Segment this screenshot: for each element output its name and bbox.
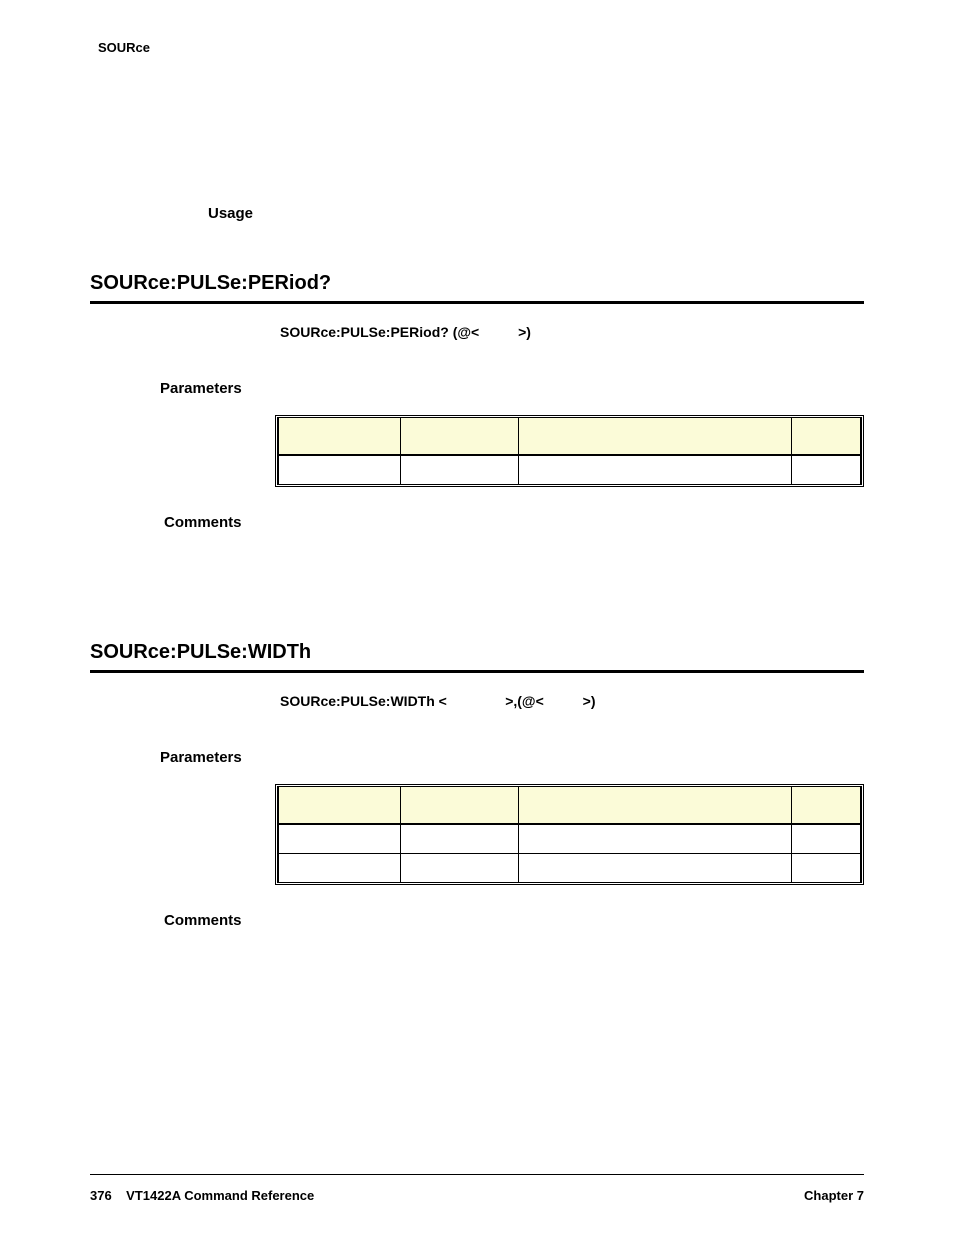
footer-left: 376 VT1422A Command Reference [90,1188,314,1203]
table-header-cell [519,418,792,455]
parameters-heading: Parameters [160,380,864,397]
table-cell [401,854,519,883]
table-cell [519,824,792,854]
section-source-pulse-period: SOURce:PULSe:PERiod? SOURce:PULSe:PERiod… [90,272,864,531]
table-cell [401,455,519,484]
comments-heading: Comments [164,514,864,531]
table-cell [279,455,401,484]
table-header-cell [401,418,519,455]
page-container: SOURce Usage SOURce:PULSe:PERiod? SOURce… [0,0,954,1235]
section-rule [90,670,864,673]
page-number: 376 [90,1188,112,1203]
table-header-row [279,418,861,455]
table-row [279,854,861,883]
table-cell [791,854,860,883]
parameters-heading: Parameters [160,749,864,766]
table-header-cell [791,787,860,824]
usage-heading: Usage [208,205,864,222]
table-row [279,824,861,854]
running-header: SOURce [98,40,864,55]
table-cell [279,824,401,854]
table-header-row [279,787,861,824]
table-header-cell [279,418,401,455]
syntax-line: SOURce:PULSe:PERiod? (@< >) [280,324,864,340]
syntax-line: SOURce:PULSe:WIDTh < >,(@< >) [280,693,864,709]
chapter-label: Chapter 7 [804,1188,864,1203]
section-title: SOURce:PULSe:WIDTh [90,641,864,664]
table-cell [519,854,792,883]
table-cell [519,455,792,484]
parameters-table [275,415,864,487]
page-footer: 376 VT1422A Command Reference Chapter 7 [90,1188,864,1203]
table-cell [279,854,401,883]
table-row [279,455,861,484]
doc-title: VT1422A Command Reference [126,1188,314,1203]
table-header-cell [791,418,860,455]
table-header-cell [401,787,519,824]
table-cell [401,824,519,854]
parameters-table [275,784,864,885]
section-rule [90,301,864,304]
table-cell [791,455,860,484]
table-cell [791,824,860,854]
section-title: SOURce:PULSe:PERiod? [90,272,864,295]
comments-heading: Comments [164,912,864,929]
footer-rule [90,1174,864,1175]
section-source-pulse-width: SOURce:PULSe:WIDTh SOURce:PULSe:WIDTh < … [90,641,864,929]
table-header-cell [279,787,401,824]
table-header-cell [519,787,792,824]
